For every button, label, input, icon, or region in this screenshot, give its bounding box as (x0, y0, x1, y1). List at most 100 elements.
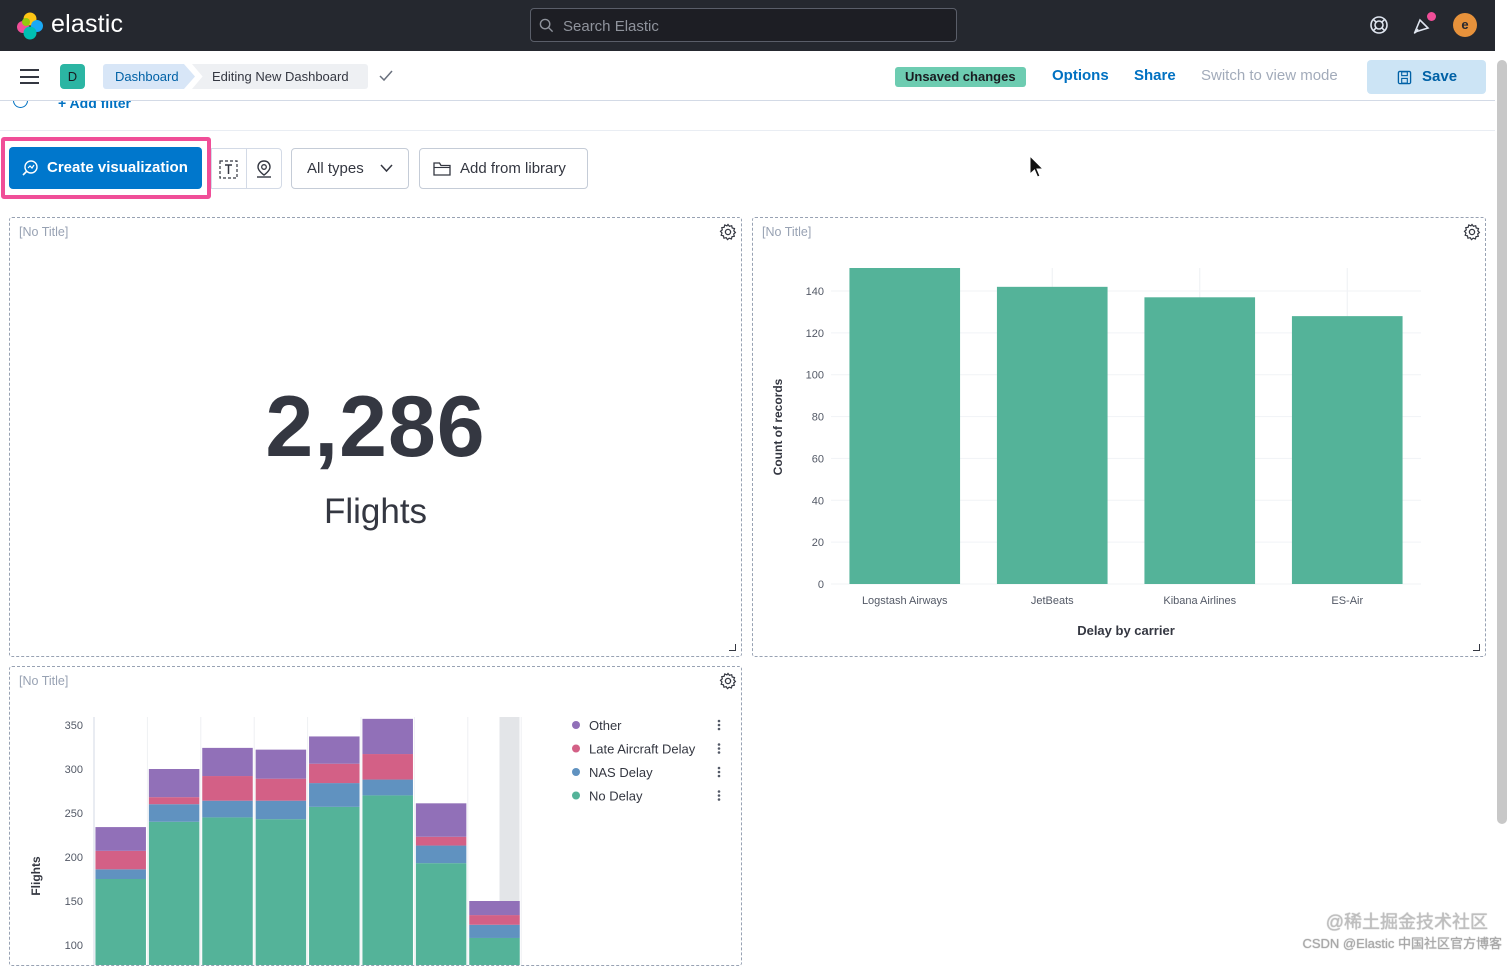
app-nav-bar: D Dashboard Editing New Dashboard Unsave… (0, 51, 1495, 101)
bar (996, 286, 1108, 584)
stacked-bar-chart: 100 150 200 250 300 350 Flights Other Late Aircr… (29, 717, 721, 965)
app-name[interactable]: elastic (51, 10, 124, 38)
stacked-bar-segment (469, 924, 520, 938)
y-axis-label: Flights (29, 856, 43, 896)
stacked-bar-segment (469, 915, 520, 925)
stacked-bar-segment (255, 800, 307, 820)
maps-icon[interactable] (255, 160, 273, 179)
filter-options-icon[interactable] (13, 101, 28, 108)
resize-handle[interactable] (729, 644, 736, 651)
legend-menu-icon (717, 794, 721, 797)
bar (1291, 316, 1403, 584)
gear-icon[interactable] (1463, 223, 1481, 241)
x-tick-label: Logstash Airways (862, 595, 948, 607)
share-link[interactable]: Share (1134, 67, 1176, 84)
help-icon[interactable] (1368, 14, 1390, 36)
stacked-bar-segment (202, 776, 253, 801)
stacked-bar-segment (202, 817, 253, 965)
highlight-box (1, 137, 211, 199)
stacked-bar-segment (415, 845, 467, 864)
notification-dot (1427, 12, 1436, 21)
stacked-bar-segment (309, 763, 360, 784)
bar (1144, 297, 1256, 584)
legend-menu-icon (717, 774, 721, 778)
y-tick-label: 0 (818, 579, 824, 591)
stacked-bar-segment (309, 783, 360, 807)
panel-title: [No Title] (19, 674, 69, 688)
x-axis-label: Delay by carrier (1077, 623, 1175, 638)
legend-label: Other (589, 718, 622, 733)
mouse-cursor-icon (1029, 155, 1045, 178)
menu-toggle-button[interactable] (20, 69, 39, 84)
text-markdown-icon[interactable] (219, 160, 238, 179)
legend-menu-icon (717, 770, 721, 774)
stacked-bar-segment (415, 836, 467, 846)
elastic-logo-icon[interactable] (16, 12, 44, 40)
bar-chart: 0 20 40 60 80 100 120 140 Logstash Airways JetBea… (771, 268, 1421, 638)
save-label: Save (1422, 68, 1458, 85)
metric-value: 2,286 (265, 379, 486, 475)
stacked-chart-panel[interactable]: [No Title] 100 150 200 250 300 350 Flights Othe… (9, 666, 742, 966)
all-types-dropdown[interactable]: All types (291, 148, 409, 189)
y-tick-label: 200 (65, 852, 83, 864)
y-tick-label: 40 (812, 495, 824, 507)
stacked-bar-segment (95, 850, 146, 870)
watermark-line1: @稀土掘金技术社区 (1325, 912, 1488, 932)
page-scrollbar[interactable] (1497, 60, 1507, 824)
space-avatar[interactable]: D (60, 64, 85, 89)
y-tick-label: 100 (65, 940, 83, 952)
stacked-bar-segment (255, 749, 307, 779)
legend-menu-icon (717, 790, 721, 793)
legend-menu-icon (717, 719, 721, 723)
metric-panel[interactable]: [No Title] 2,286 Flights (9, 217, 742, 657)
legend-menu-icon (717, 743, 721, 746)
user-avatar[interactable]: e (1453, 13, 1477, 37)
breadcrumb-current: Editing New Dashboard (192, 64, 368, 89)
news-feed-icon[interactable] (1411, 14, 1433, 36)
resize-handle[interactable] (1473, 644, 1480, 651)
search-input[interactable] (563, 15, 943, 37)
x-tick-label: ES-Air (1331, 595, 1363, 607)
watermark-line2: CSDN @Elastic 中国社区官方博客 (1302, 936, 1502, 951)
stacked-bar-segment (309, 806, 360, 965)
bar-chart-panel[interactable]: [No Title] 0 20 40 60 80 100 120 140 Logstash Ai… (752, 217, 1486, 657)
stacked-bar-segment (309, 736, 360, 764)
legend-menu-icon (717, 747, 721, 750)
breadcrumb-dashboard[interactable]: Dashboard (103, 64, 195, 89)
y-tick-label: 150 (65, 896, 83, 908)
unsaved-changes-badge: Unsaved changes (895, 67, 1026, 87)
gear-icon[interactable] (719, 672, 737, 690)
stacked-bar-segment (469, 937, 520, 965)
add-filter-link[interactable]: + Add filter (58, 101, 131, 111)
create-visualization-button[interactable]: Create visualization (9, 147, 202, 189)
legend-label: Late Aircraft Delay (589, 742, 696, 757)
stacked-bar-segment (95, 827, 146, 851)
add-from-library-label: Add from library (460, 160, 566, 177)
global-search[interactable] (530, 8, 957, 42)
stacked-bar-segment (255, 819, 307, 965)
y-tick-label: 350 (65, 720, 83, 732)
gear-icon[interactable] (719, 223, 737, 241)
switch-view-mode-link[interactable]: Switch to view mode (1201, 67, 1338, 84)
stacked-bar-segment (95, 869, 146, 879)
stacked-bar-segment (362, 754, 413, 780)
save-button[interactable]: Save (1367, 60, 1486, 94)
y-tick-label: 100 (806, 370, 824, 382)
add-from-library-button[interactable]: Add from library (419, 148, 588, 189)
create-visualization-label: Create visualization (47, 159, 188, 176)
legend-menu-icon (717, 766, 721, 770)
y-tick-label: 60 (812, 453, 824, 465)
legend-label: No Delay (589, 789, 643, 804)
x-tick-label: Kibana Airlines (1163, 595, 1236, 607)
options-link[interactable]: Options (1052, 67, 1109, 84)
y-tick-label: 300 (65, 764, 83, 776)
legend-menu-icon (717, 798, 721, 801)
legend-menu-icon (717, 751, 721, 754)
stacked-bar-segment (148, 804, 200, 822)
y-tick-label: 80 (812, 412, 824, 424)
x-tick-label: JetBeats (1031, 595, 1074, 607)
check-icon[interactable] (379, 70, 393, 82)
stacked-bar-segment (148, 769, 200, 798)
legend-swatch (572, 791, 580, 800)
legend-menu-icon (717, 723, 721, 727)
